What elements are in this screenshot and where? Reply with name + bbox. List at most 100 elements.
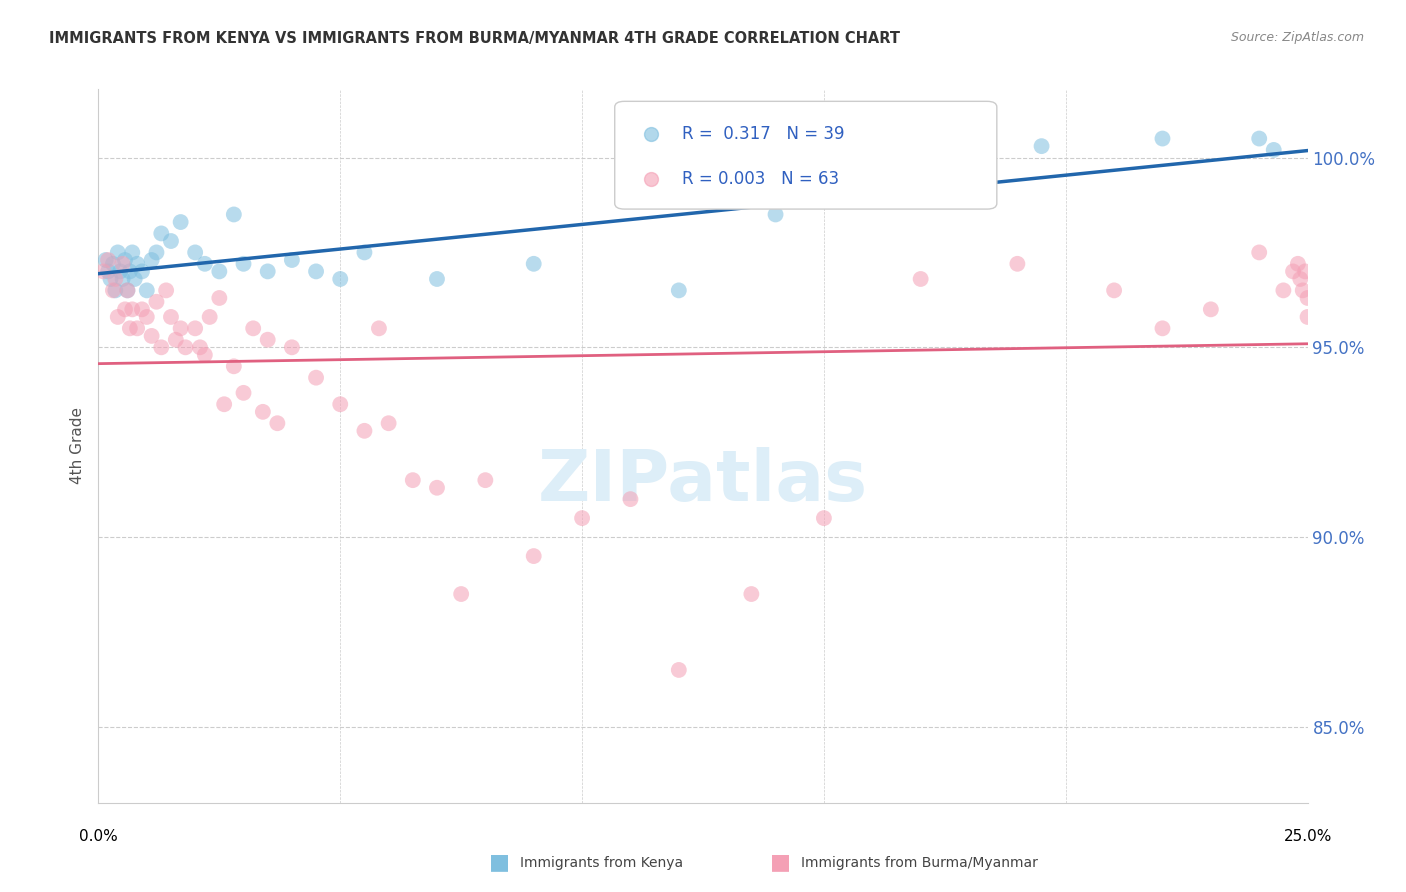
Point [1296,291,1319,305]
Point [765,207,787,221]
Point [100,272,122,286]
Point [813,511,835,525]
Point [266,416,288,430]
Point [135,284,157,298]
Text: Source: ZipAtlas.com: Source: ZipAtlas.com [1230,31,1364,45]
Text: 25.0%: 25.0% [1284,830,1331,845]
Point [426,272,449,286]
Point [1152,131,1174,145]
Point [188,340,211,354]
Point [194,348,217,362]
Point [121,302,143,317]
Point [523,549,546,563]
Point [150,340,173,354]
Point [1286,257,1309,271]
Text: ZIPatlas: ZIPatlas [538,447,868,516]
Point [329,397,352,411]
Point [141,252,163,267]
Point [155,284,177,298]
Point [208,264,231,278]
Point [1102,284,1125,298]
Point [117,284,139,298]
Point [368,321,391,335]
Point [619,492,641,507]
Text: ■: ■ [770,853,790,872]
Point [668,663,690,677]
Text: ■: ■ [489,853,509,872]
Point [118,321,141,335]
Point [212,397,235,411]
Point [127,257,149,271]
Point [165,333,187,347]
Point [127,321,149,335]
Point [141,329,163,343]
Point [114,252,136,267]
Point [91,264,114,278]
Point [111,257,134,271]
Point [377,416,399,430]
Point [668,284,690,298]
Point [1272,284,1295,298]
Point [1199,302,1222,317]
Point [1292,284,1315,298]
Point [305,264,328,278]
Point [101,257,124,271]
Point [910,272,932,286]
Point [523,257,546,271]
Point [121,245,143,260]
Point [305,370,328,384]
Point [1249,245,1271,260]
Point [94,252,117,267]
Point [1294,264,1316,278]
Point [402,473,425,487]
Point [145,245,167,260]
Point [232,385,254,400]
Point [281,252,304,267]
Point [150,227,173,241]
Point [169,321,191,335]
Point [1289,272,1312,286]
Point [101,284,124,298]
Point [131,302,153,317]
Point [108,264,131,278]
Text: 0.0%: 0.0% [79,830,118,845]
Point [104,284,127,298]
Point [353,424,375,438]
Point [353,245,375,260]
Point [114,302,136,317]
Point [740,587,762,601]
Point [1296,310,1319,324]
Point [1007,257,1029,271]
Point [222,207,245,221]
Point [124,272,146,286]
Point [160,234,183,248]
Point [571,511,593,525]
Point [135,310,157,324]
Point [145,294,167,309]
Point [256,264,278,278]
Point [426,481,449,495]
Point [222,359,245,374]
Point [131,264,153,278]
Point [107,245,129,260]
Point [1152,321,1174,335]
Point [194,257,217,271]
Text: IMMIGRANTS FROM KENYA VS IMMIGRANTS FROM BURMA/MYANMAR 4TH GRADE CORRELATION CHA: IMMIGRANTS FROM KENYA VS IMMIGRANTS FROM… [49,31,900,46]
Point [450,587,472,601]
Text: Immigrants from Burma/Myanmar: Immigrants from Burma/Myanmar [801,855,1038,870]
Point [169,215,191,229]
Point [160,310,183,324]
Point [118,264,141,278]
Point [1249,131,1271,145]
Point [104,272,127,286]
FancyBboxPatch shape [614,102,997,209]
Point [1282,264,1305,278]
Point [107,310,129,324]
Point [242,321,264,335]
Point [198,310,221,324]
Y-axis label: 4th Grade: 4th Grade [70,408,86,484]
Point [117,284,139,298]
Point [97,252,120,267]
Point [97,264,120,278]
Point [232,257,254,271]
